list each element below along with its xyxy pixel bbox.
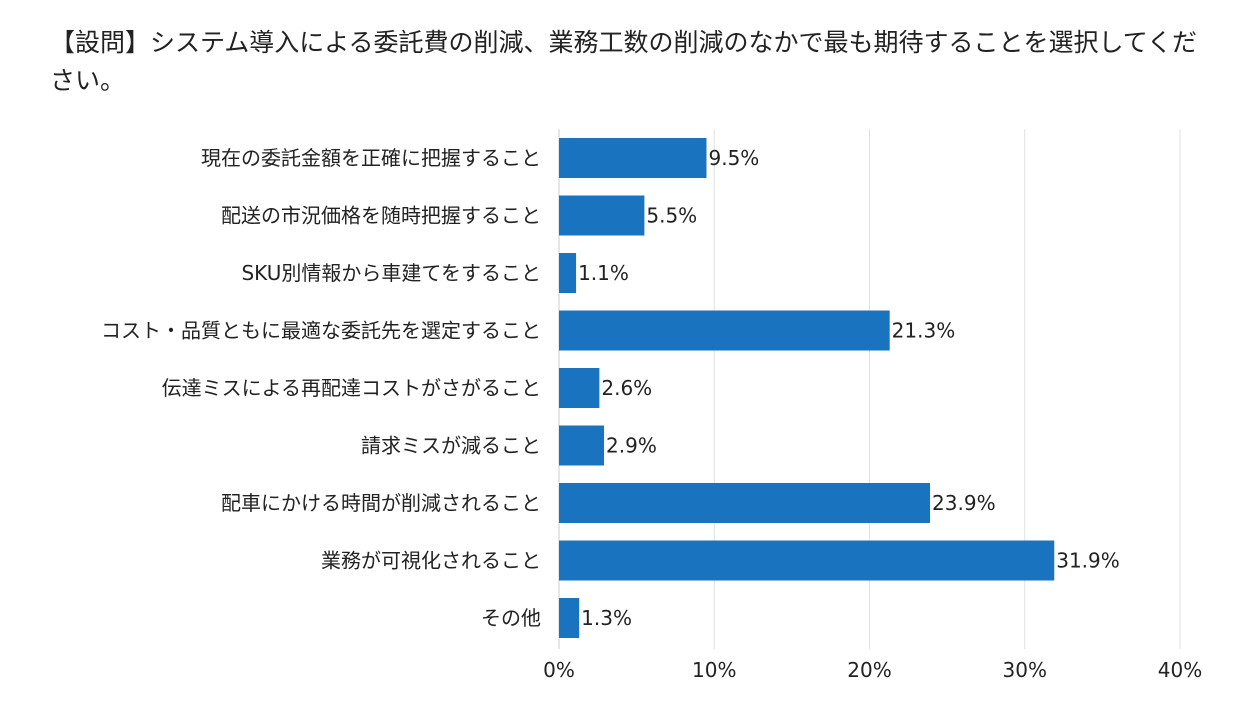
category-label: その他 (481, 606, 541, 630)
category-label: 配車にかける時間が削減されること (221, 491, 541, 515)
bar (559, 310, 890, 351)
bar (559, 540, 1055, 581)
data-label: 31.9% (1056, 549, 1120, 573)
x-tick-label: 20% (847, 658, 891, 682)
x-tick-label: 40% (1158, 658, 1202, 682)
bar (559, 368, 600, 408)
data-label: 2.9% (606, 434, 657, 458)
category-label: SKU別情報から車建てをすること (241, 261, 541, 285)
category-label: 業務が可視化されること (321, 549, 541, 573)
data-label: 21.3% (892, 319, 956, 343)
category-label: 現在の委託金額を正確に把握すること (201, 146, 541, 170)
x-tick-label: 10% (692, 658, 736, 682)
bar (559, 138, 707, 178)
category-label: 伝達ミスによる再配達コストがさがること (162, 376, 541, 400)
bar (559, 483, 931, 523)
x-tick-label: 30% (1003, 658, 1047, 682)
data-label: 23.9% (932, 491, 996, 515)
data-label: 9.5% (708, 146, 759, 170)
chart-title: 【設問】システム導入による委託費の削減、業務工数の削減のなかで最も期待することを… (50, 28, 1198, 95)
x-tick-label: 0% (543, 658, 575, 682)
category-label: 請求ミスが減ること (361, 434, 541, 458)
bar (559, 253, 577, 293)
data-label: 5.5% (646, 204, 697, 228)
data-label: 1.3% (581, 606, 632, 630)
data-label: 2.6% (601, 376, 652, 400)
category-label: コスト・品質ともに最適な委託先を選定すること (101, 319, 541, 343)
bar (559, 195, 645, 236)
category-label: 配送の市況価格を随時把握すること (221, 204, 541, 228)
bar (559, 425, 605, 466)
data-label: 1.1% (578, 261, 629, 285)
bar (559, 598, 580, 638)
